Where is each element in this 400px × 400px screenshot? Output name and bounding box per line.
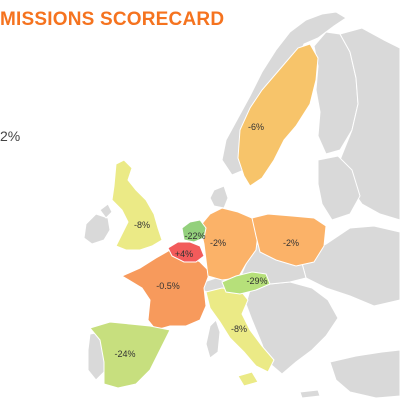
uk-label: -8% bbox=[134, 220, 150, 230]
belgium-label: +4% bbox=[175, 249, 193, 259]
germany-label: -2% bbox=[210, 238, 226, 248]
denmark-land bbox=[209, 185, 229, 209]
netherlands-region bbox=[181, 219, 207, 243]
value-labels: -6% -8% -22% +4% -2% -2% -0.5% -29% -8% … bbox=[114, 122, 299, 359]
netherlands-label: -22% bbox=[184, 231, 205, 241]
balkans-land bbox=[245, 281, 339, 375]
austria-region bbox=[221, 271, 271, 295]
sweden-label: -6% bbox=[248, 122, 264, 132]
france-region bbox=[120, 249, 211, 331]
sicily-region bbox=[237, 371, 259, 387]
belgium-region bbox=[167, 241, 205, 263]
poland-label: -2% bbox=[283, 238, 299, 248]
spain-label: -24% bbox=[114, 349, 135, 359]
austria-label: -29% bbox=[246, 276, 267, 286]
france-label: -0.5% bbox=[156, 281, 180, 291]
spain-region bbox=[89, 321, 171, 389]
island-land bbox=[99, 203, 113, 219]
ukraine-land bbox=[299, 225, 400, 307]
highlighted-countries bbox=[89, 43, 327, 389]
crete-land bbox=[299, 389, 321, 399]
page-title: MISSIONS SCORECARD bbox=[0, 9, 225, 30]
poland-region bbox=[251, 213, 327, 267]
uk-region bbox=[111, 159, 163, 251]
italy-label: -8% bbox=[231, 324, 247, 334]
germany-region bbox=[199, 207, 259, 281]
turkey-land bbox=[329, 349, 400, 399]
sweden-region bbox=[237, 43, 319, 187]
corsica-sardinia-land bbox=[205, 319, 221, 359]
ireland-land bbox=[83, 213, 111, 245]
baltics-land bbox=[317, 155, 361, 221]
cut-off-value-text: 2% bbox=[0, 128, 21, 144]
